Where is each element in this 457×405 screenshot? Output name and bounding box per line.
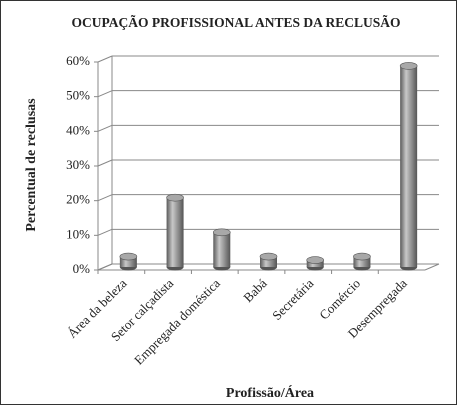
grid-line-side	[97, 228, 113, 236]
grid-line-side	[97, 263, 113, 271]
y-tick-label: 20%	[66, 192, 90, 207]
y-tick-label: 30%	[66, 157, 90, 172]
bar	[353, 256, 371, 267]
y-tick-label: 60%	[66, 53, 90, 68]
bar-cap	[306, 256, 325, 264]
bar	[166, 197, 184, 267]
floor	[424, 263, 440, 271]
bar-cap	[353, 252, 371, 261]
bar	[400, 65, 418, 267]
y-tick-label: 10%	[66, 226, 90, 241]
x-axis-label: Profissão/Área	[226, 384, 314, 401]
bar-cap	[399, 62, 418, 70]
bar-cap	[166, 193, 184, 202]
bar	[260, 256, 277, 267]
bar	[213, 232, 231, 267]
y-axis-label: Percentual de reclusas	[24, 98, 39, 232]
bar	[119, 256, 137, 267]
grid-line-side	[97, 124, 113, 132]
grid-line-side	[97, 194, 113, 202]
chart-title: OCUPAÇÃO PROFISSIONAL ANTES DA RECLUSÃO	[71, 15, 400, 30]
grid-line-side	[97, 159, 113, 167]
y-tick-label: 0%	[73, 261, 91, 276]
bar-cap	[259, 252, 278, 261]
bar-cap	[212, 228, 231, 237]
bar-cap	[119, 252, 138, 261]
grid-line-side	[97, 90, 113, 98]
grid-line-side	[97, 55, 113, 63]
y-tick-label: 50%	[66, 88, 90, 103]
y-tick-label: 40%	[66, 122, 90, 137]
